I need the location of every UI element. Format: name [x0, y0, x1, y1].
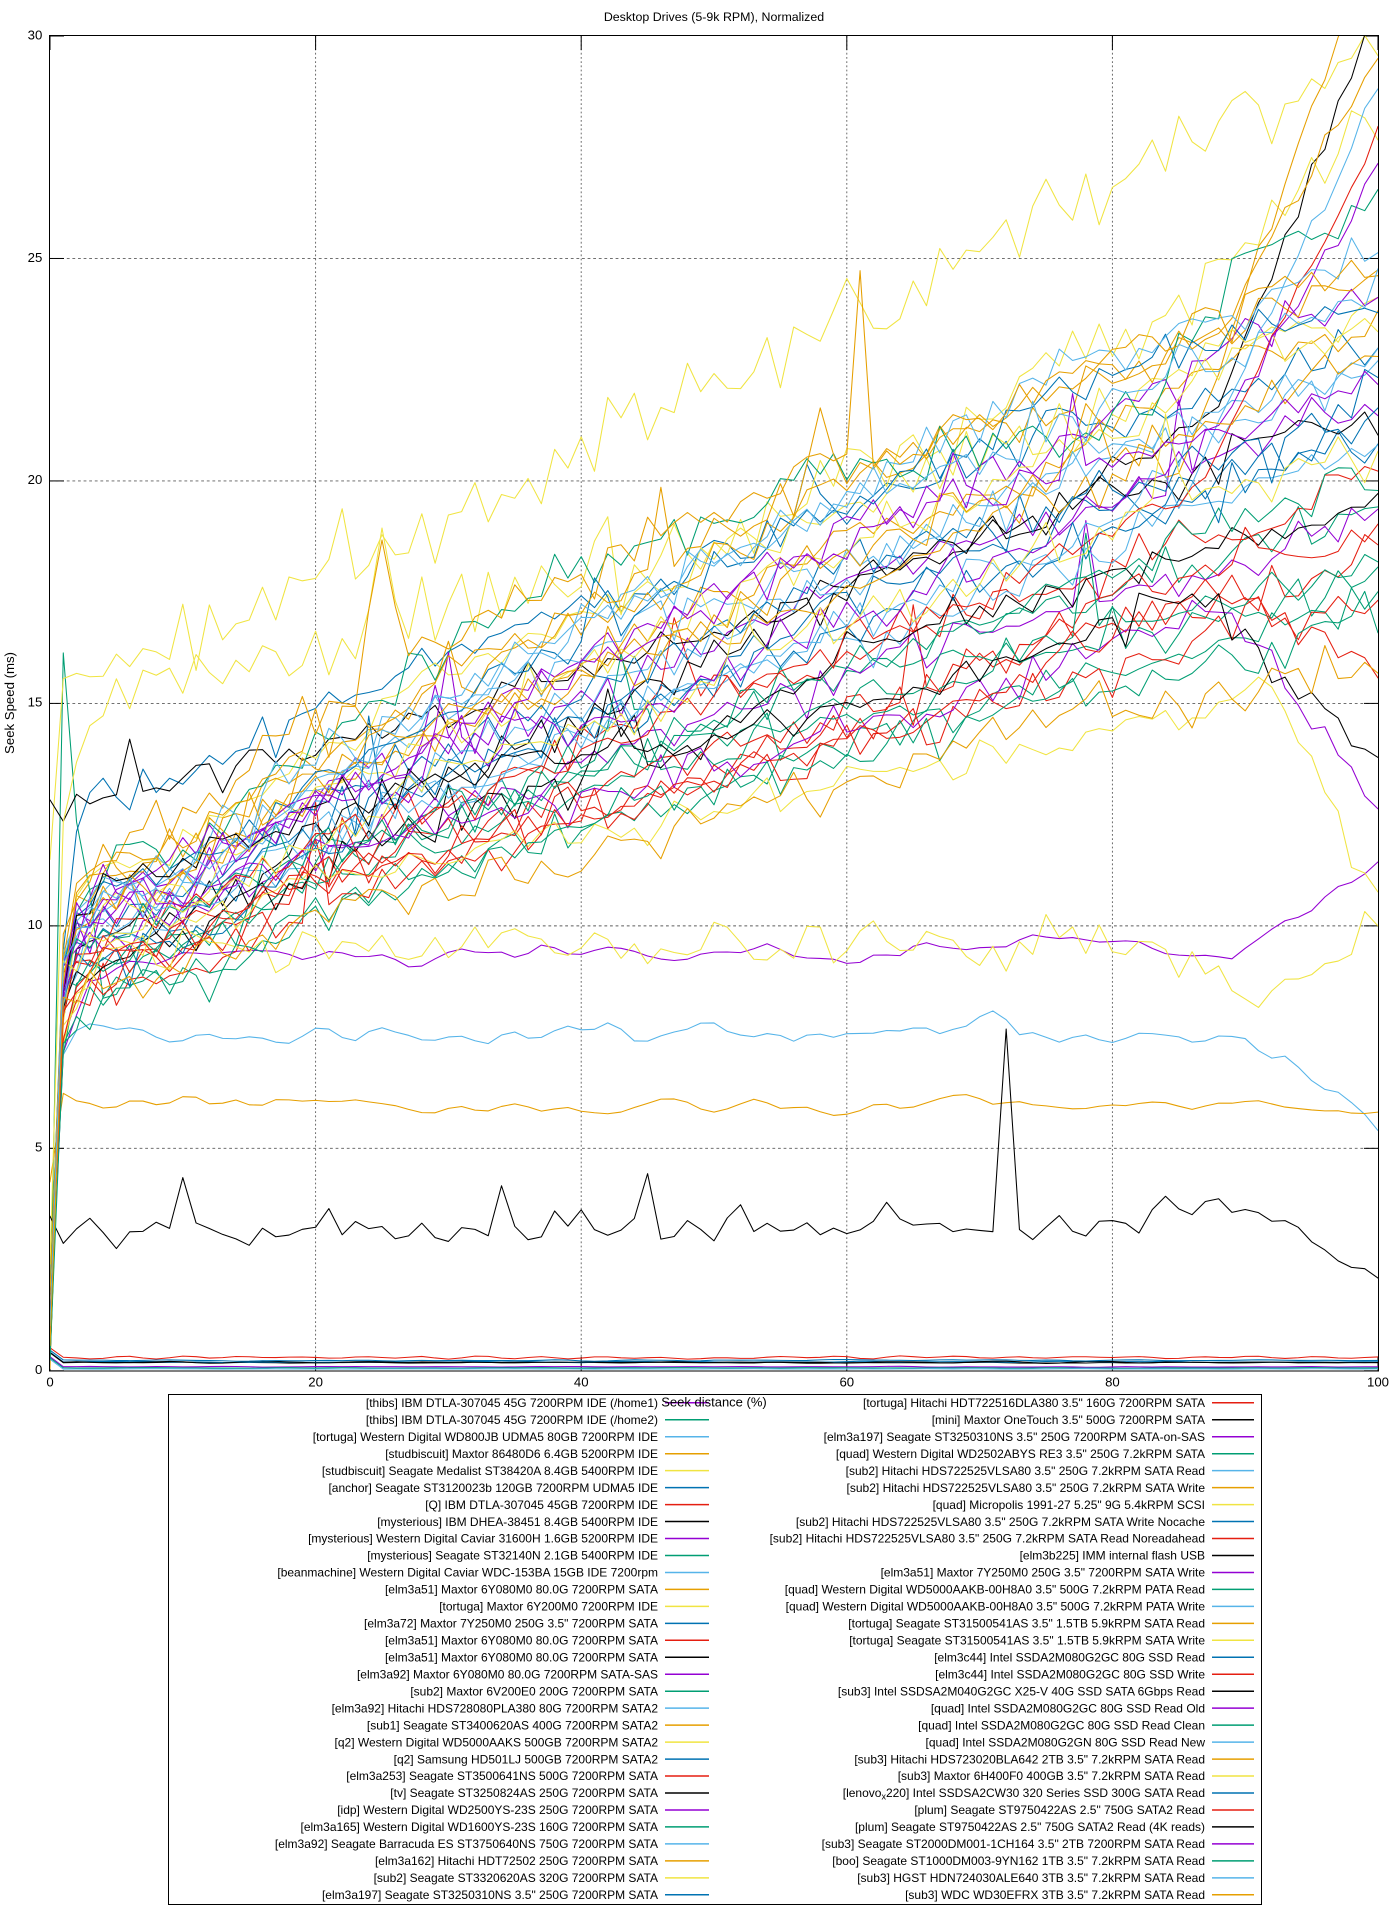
svg-text:[tortuga] Seagate ST31500541AS: [tortuga] Seagate ST31500541AS 3.5" 1.5T…	[848, 1617, 1205, 1631]
svg-text:Seek Speed (ms): Seek Speed (ms)	[2, 652, 17, 754]
svg-text:[elm3a197] Seagate ST3250310NS: [elm3a197] Seagate ST3250310NS 3.5" 250G…	[824, 1430, 1205, 1444]
svg-text:[beanmachine] Western Digital: [beanmachine] Western Digital Caviar WDC…	[277, 1566, 658, 1580]
svg-text:30: 30	[28, 27, 43, 42]
svg-text:[elm3a51] Maxtor 6Y080M0 80.0G: [elm3a51] Maxtor 6Y080M0 80.0G 7200RPM S…	[385, 1634, 658, 1648]
svg-text:[Q] IBM DTLA-307045 45GB 7200R: [Q] IBM DTLA-307045 45GB 7200RPM IDE	[425, 1498, 658, 1512]
svg-text:5: 5	[35, 1140, 42, 1155]
svg-text:[sub2] Seagate ST3320620AS 320: [sub2] Seagate ST3320620AS 320G 7200RPM …	[374, 1871, 658, 1885]
svg-text:20: 20	[308, 1375, 323, 1390]
svg-text:[tortuga] Maxtor 6Y200M0 7200R: [tortuga] Maxtor 6Y200M0 7200RPM IDE	[439, 1600, 658, 1614]
svg-text:[thibs] IBM DTLA-307045 45G 72: [thibs] IBM DTLA-307045 45G 7200RPM IDE …	[366, 1413, 658, 1427]
svg-text:[plum] Seagate ST9750422AS 2.5: [plum] Seagate ST9750422AS 2.5" 750G SAT…	[855, 1820, 1205, 1834]
svg-text:[tortuga] Hitachi HDT722516DLA: [tortuga] Hitachi HDT722516DLA380 3.5" 1…	[863, 1396, 1205, 1410]
svg-text:[sub2] Hitachi HDS722525VLSA80: [sub2] Hitachi HDS722525VLSA80 3.5" 250G…	[770, 1532, 1205, 1546]
svg-text:[elm3a92] Seagate Barracuda ES: [elm3a92] Seagate Barracuda ES ST3750640…	[275, 1837, 658, 1851]
svg-text:Seek distance (%): Seek distance (%)	[661, 1395, 767, 1410]
svg-text:[quad] Intel SSDA2M080G2GC 80G: [quad] Intel SSDA2M080G2GC 80G SSD Read …	[918, 1718, 1205, 1732]
svg-text:[elm3a197] Seagate ST3250310NS: [elm3a197] Seagate ST3250310NS 3.5" 250G…	[322, 1888, 658, 1902]
svg-text:15: 15	[28, 695, 43, 710]
svg-text:[mini] Maxtor OneTouch 3.5" 50: [mini] Maxtor OneTouch 3.5" 500G 7200RPM…	[932, 1413, 1205, 1427]
svg-text:[sub2] Hitachi HDS722525VLSA80: [sub2] Hitachi HDS722525VLSA80 3.5" 250G…	[846, 1464, 1205, 1478]
svg-text:[sub2] Maxtor 6V200E0 200G 720: [sub2] Maxtor 6V200E0 200G 7200RPM SATA	[410, 1684, 658, 1698]
svg-text:[tv] Seagate ST3250824AS 250G: [tv] Seagate ST3250824AS 250G 7200RPM SA…	[390, 1786, 658, 1800]
svg-text:[quad] Micropolis 1991-27 5.25: [quad] Micropolis 1991-27 5.25" 9G 5.4kR…	[933, 1498, 1205, 1512]
svg-text:10: 10	[28, 917, 43, 932]
svg-text:25: 25	[28, 250, 43, 265]
svg-text:[sub1] Seagate ST3400620AS 400: [sub1] Seagate ST3400620AS 400G 7200RPM …	[367, 1718, 658, 1732]
svg-text:[lenovox220] Intel SSDSA2CW30: [lenovox220] Intel SSDSA2CW30 320 Series…	[843, 1786, 1205, 1802]
svg-text:[mysterious] IBM DHEA-38451 8.: [mysterious] IBM DHEA-38451 8.4GB 5400RP…	[377, 1515, 658, 1529]
svg-text:[elm3c44] Intel SSDA2M080G2GC: [elm3c44] Intel SSDA2M080G2GC 80G SSD Re…	[934, 1650, 1205, 1664]
svg-text:[sub3] HGST HDN724030ALE640 3T: [sub3] HGST HDN724030ALE640 3TB 3.5" 7.2…	[857, 1871, 1205, 1885]
svg-text:[q2] Samsung HD501LJ 500GB 720: [q2] Samsung HD501LJ 500GB 7200RPM SATA2	[394, 1752, 659, 1766]
svg-text:[studbiscuit] Maxtor 86480D6 6: [studbiscuit] Maxtor 86480D6 6.4GB 5200R…	[385, 1447, 658, 1461]
svg-text:[sub2] Hitachi HDS722525VLSA80: [sub2] Hitachi HDS722525VLSA80 3.5" 250G…	[796, 1515, 1205, 1529]
svg-text:[tortuga] Seagate ST31500541AS: [tortuga] Seagate ST31500541AS 3.5" 1.5T…	[849, 1634, 1205, 1648]
svg-text:[sub3] Seagate ST2000DM001-1CH: [sub3] Seagate ST2000DM001-1CH164 3.5" 2…	[822, 1837, 1205, 1851]
svg-text:[sub3] Maxtor 6H400F0 400GB 3.: [sub3] Maxtor 6H400F0 400GB 3.5" 7.2kRPM…	[898, 1769, 1205, 1783]
svg-text:[anchor] Seagate ST3120023b 12: [anchor] Seagate ST3120023b 120GB 7200RP…	[328, 1481, 658, 1495]
svg-text:[quad] Western Digital WD5000A: [quad] Western Digital WD5000AAKB-00H8A0…	[785, 1583, 1205, 1597]
svg-text:20: 20	[28, 472, 43, 487]
svg-text:[tortuga] Western Digital WD80: [tortuga] Western Digital WD800JB UDMA5 …	[313, 1430, 658, 1444]
svg-text:[elm3b225] IMM internal flash: [elm3b225] IMM internal flash USB	[1020, 1549, 1205, 1563]
svg-text:[sub3] Hitachi HDS723020BLA642: [sub3] Hitachi HDS723020BLA642 2TB 3.5" …	[854, 1752, 1205, 1766]
svg-text:[plum] Seagate ST9750422AS 2.5: [plum] Seagate ST9750422AS 2.5" 750G SAT…	[914, 1803, 1205, 1817]
svg-text:[mysterious] Seagate ST32140N: [mysterious] Seagate ST32140N 2.1GB 5400…	[367, 1549, 658, 1563]
svg-text:[thibs] IBM DTLA-307045 45G 72: [thibs] IBM DTLA-307045 45G 7200RPM IDE …	[366, 1396, 658, 1410]
svg-text:100: 100	[1367, 1375, 1389, 1390]
svg-text:[sub3] Intel SSDSA2M040G2GC X2: [sub3] Intel SSDSA2M040G2GC X25-V 40G SS…	[838, 1684, 1205, 1698]
svg-text:[elm3a72] Maxtor 7Y250M0 250G: [elm3a72] Maxtor 7Y250M0 250G 3.5" 7200R…	[364, 1617, 658, 1631]
svg-text:60: 60	[839, 1375, 854, 1390]
svg-text:[elm3c44] Intel SSDA2M080G2GC: [elm3c44] Intel SSDA2M080G2GC 80G SSD Wr…	[935, 1667, 1205, 1681]
svg-text:[quad] Intel SSDA2M080G2GC 80G: [quad] Intel SSDA2M080G2GC 80G SSD Read …	[931, 1701, 1205, 1715]
svg-text:[sub2] Hitachi HDS722525VLSA80: [sub2] Hitachi HDS722525VLSA80 3.5" 250G…	[847, 1481, 1206, 1495]
svg-text:[boo] Seagate ST1000DM003-9YN1: [boo] Seagate ST1000DM003-9YN162 1TB 3.5…	[832, 1854, 1205, 1868]
svg-text:[elm3a92] Maxtor 6Y080M0 80.0G: [elm3a92] Maxtor 6Y080M0 80.0G 7200RPM S…	[357, 1667, 658, 1681]
svg-text:[elm3a165] Western Digital WD1: [elm3a165] Western Digital WD1600YS-23S …	[300, 1820, 658, 1834]
svg-text:[elm3a51] Maxtor 7Y250M0 250G: [elm3a51] Maxtor 7Y250M0 250G 3.5" 7200R…	[881, 1566, 1206, 1580]
svg-text:[sub3] WDC WD30EFRX 3TB 3.5" 7: [sub3] WDC WD30EFRX 3TB 3.5" 7.2kRPM SAT…	[905, 1888, 1205, 1902]
svg-text:[elm3a51] Maxtor 6Y080M0 80.0G: [elm3a51] Maxtor 6Y080M0 80.0G 7200RPM S…	[385, 1583, 658, 1597]
svg-text:[elm3a162] Hitachi HDT72502 25: [elm3a162] Hitachi HDT72502 250G 7200RPM…	[375, 1854, 658, 1868]
svg-text:[idp] Western Digital WD2500YS: [idp] Western Digital WD2500YS-23S 250G …	[337, 1803, 658, 1817]
svg-text:0: 0	[35, 1362, 42, 1377]
svg-text:[quad] Intel SSDA2M080G2GN 80G: [quad] Intel SSDA2M080G2GN 80G SSD Read …	[926, 1735, 1206, 1749]
svg-text:[elm3a253] Seagate ST3500641NS: [elm3a253] Seagate ST3500641NS 500G 7200…	[346, 1769, 658, 1783]
svg-text:40: 40	[574, 1375, 589, 1390]
svg-text:[elm3a51] Maxtor 6Y080M0 80.0G: [elm3a51] Maxtor 6Y080M0 80.0G 7200RPM S…	[385, 1650, 658, 1664]
svg-text:[q2] Western Digital WD5000AAK: [q2] Western Digital WD5000AAKS 500GB 72…	[335, 1735, 659, 1749]
svg-text:Desktop Drives (5-9k RPM), Nor: Desktop Drives (5-9k RPM), Normalized	[604, 10, 824, 24]
svg-text:[mysterious] Western Digital C: [mysterious] Western Digital Caviar 3160…	[308, 1532, 658, 1546]
svg-text:[quad] Western Digital WD5000A: [quad] Western Digital WD5000AAKB-00H8A0…	[786, 1600, 1206, 1614]
svg-text:[quad] Western Digital WD2502A: [quad] Western Digital WD2502ABYS RE3 3.…	[836, 1447, 1205, 1461]
svg-text:[elm3a92] Hitachi HDS728080PLA: [elm3a92] Hitachi HDS728080PLA380 80G 72…	[332, 1701, 659, 1715]
svg-text:[studbiscuit] Seagate Medalist: [studbiscuit] Seagate Medalist ST38420A …	[322, 1464, 658, 1478]
svg-text:80: 80	[1105, 1375, 1120, 1390]
svg-text:0: 0	[46, 1375, 53, 1390]
